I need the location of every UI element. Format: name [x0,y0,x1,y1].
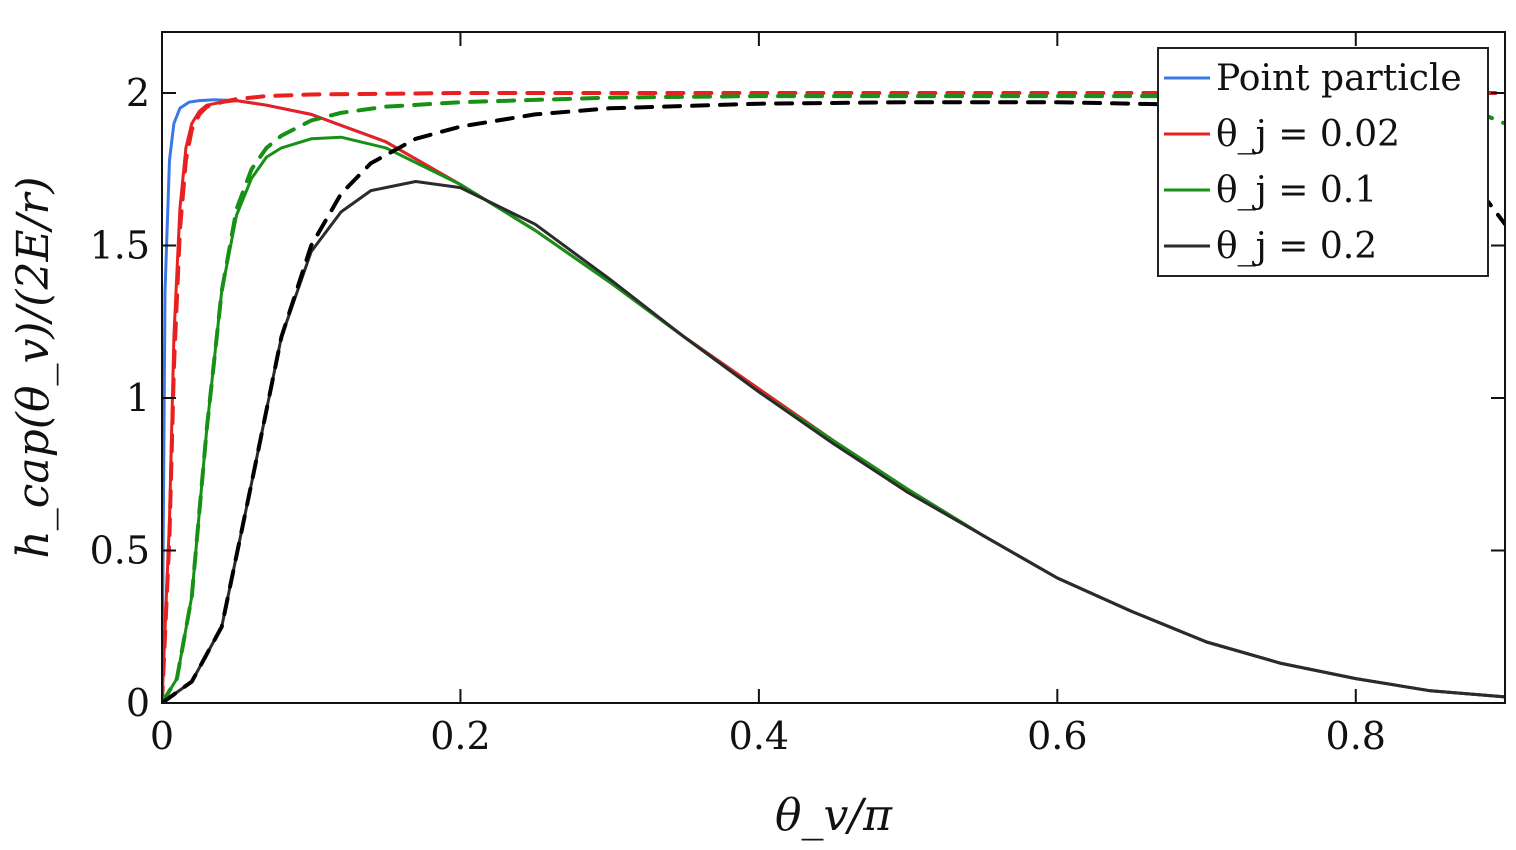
axes-layer [161,31,1506,704]
legend-label: Point particle [1216,58,1462,99]
plot-frame [161,31,1506,704]
y-tick-label: 1 [126,376,150,420]
y-tick-label: 0.5 [90,529,150,573]
legend-label: θ_j = 0.2 [1216,226,1377,267]
y-tick-label: 1.5 [90,224,150,268]
x-tick-label: 0.2 [430,714,490,758]
legend-box [1157,47,1489,277]
y-axis-title: h_cap(θ_v)/(2E/r) [8,176,59,558]
y-tick-label: 0 [126,681,150,725]
y-tick-label: 2 [126,71,150,115]
legend-label: θ_j = 0.02 [1216,114,1400,155]
x-tick-label: 0.8 [1326,714,1386,758]
series-line-6 [162,100,1505,703]
x-axis-title: θ_v/π [775,790,893,841]
x-tick-label: 0 [150,714,174,758]
series-layer [162,91,1505,703]
ticks-layer: 0 0.2 0.4 0.6 0.8 0 0.5 1 1.5 2 [90,32,1505,758]
legend-label: θ_j = 0.1 [1216,170,1377,211]
legend: Point particle θ_j = 0.02 θ_j = 0.1 θ_j = 0… [1157,47,1489,277]
x-tick-label: 0.4 [729,714,789,758]
x-tick-label: 0.6 [1027,714,1087,758]
series-line-4 [162,91,1505,703]
series-line-5 [162,94,1505,703]
